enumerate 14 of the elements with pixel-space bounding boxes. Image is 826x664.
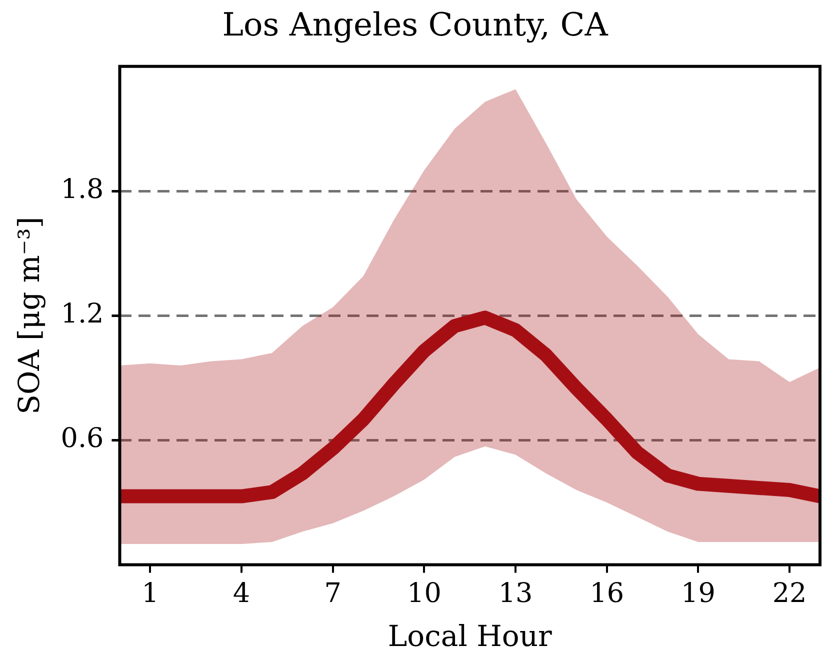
x-tick-label: 4 [232,578,250,610]
y-tick-label: 1.8 [60,174,104,206]
x-tick-label: 19 [681,578,716,610]
y-tick-label: 1.2 [60,298,104,330]
x-tick-label: 10 [407,578,442,610]
x-tick-label: 7 [324,578,342,610]
x-axis-title: Local Hour [388,619,552,654]
x-tick-label: 16 [590,578,624,610]
y-tick-label: 0.6 [60,423,104,454]
x-tick-label: 1 [142,578,159,610]
y-axis-title: SOA [μg m⁻³] [12,216,46,414]
chart-title: Los Angeles County, CA [222,6,609,44]
x-tick-label: 13 [498,578,533,610]
x-tick-label: 22 [772,578,807,610]
